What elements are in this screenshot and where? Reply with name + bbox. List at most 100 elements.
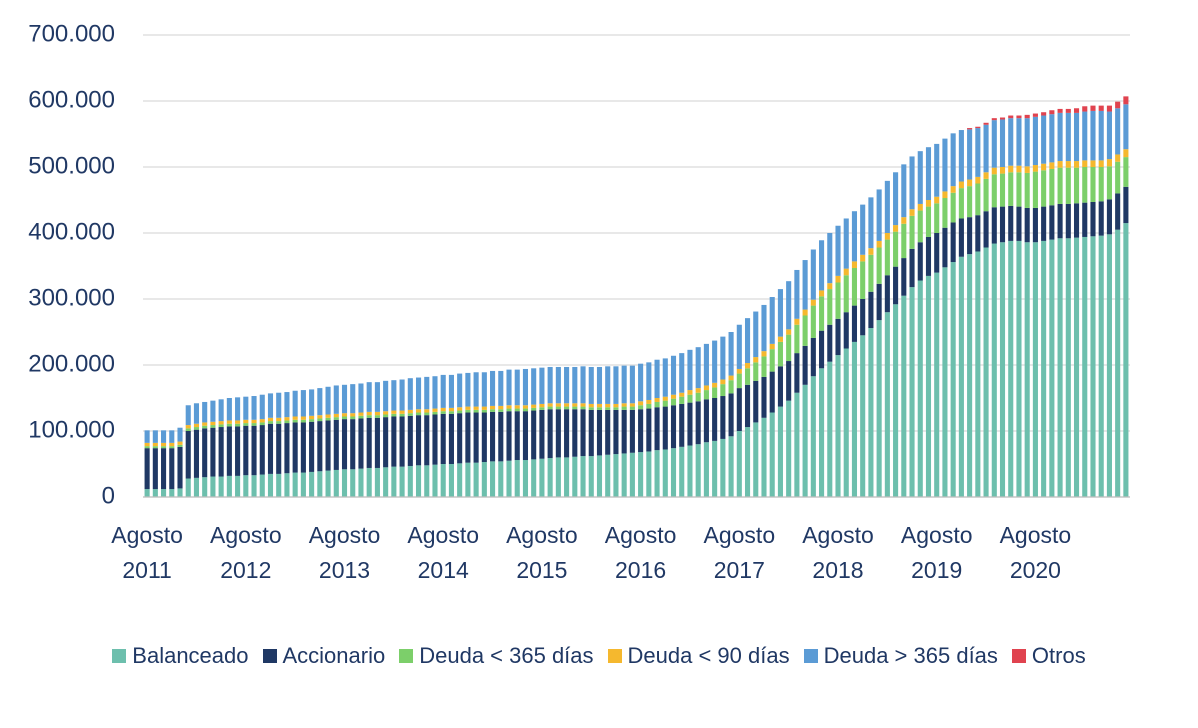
bar-segment <box>794 353 800 393</box>
bar-segment <box>292 422 298 473</box>
bar-segment <box>662 396 668 401</box>
bar-segment <box>654 401 660 408</box>
bar-segment <box>333 417 339 420</box>
bar-segment <box>596 409 603 456</box>
bar-segment <box>958 130 964 182</box>
bar-segment <box>934 233 940 273</box>
bar-segment <box>539 407 545 410</box>
bar-segment <box>679 392 685 397</box>
bar-segment <box>1090 167 1096 202</box>
bar-segment <box>991 167 997 175</box>
bar-segment <box>728 375 734 381</box>
bar-segment <box>621 409 627 454</box>
bar-segment <box>1065 238 1071 497</box>
bar-segment <box>720 384 726 397</box>
bar-segment <box>654 407 660 451</box>
bar-segment <box>950 186 956 193</box>
bar-segment <box>481 409 487 413</box>
bar-segment <box>358 412 364 416</box>
bar-segment <box>967 217 973 255</box>
bar-segment <box>810 249 816 300</box>
legend-swatch <box>607 649 622 663</box>
bar-segment <box>1098 167 1104 202</box>
bar-segment <box>670 398 677 406</box>
bar-segment <box>1106 159 1112 167</box>
bar-segment <box>424 409 430 413</box>
bar-segment <box>876 283 882 321</box>
bar-segment <box>564 409 570 458</box>
bar-segment <box>901 295 907 497</box>
bar-segment <box>843 218 849 269</box>
bar-segment <box>860 299 866 336</box>
bar-segment <box>810 299 816 306</box>
bar-segment <box>1032 165 1038 172</box>
bar-segment <box>391 413 397 417</box>
bar-segment <box>596 366 603 404</box>
bar-segment <box>654 450 660 497</box>
bar-segment <box>243 425 249 476</box>
bar-segment <box>358 415 364 419</box>
bar-segment <box>1115 108 1121 155</box>
bar-segment <box>506 405 512 409</box>
bar-segment <box>424 376 430 410</box>
bar-segment <box>161 442 167 447</box>
bar-segment <box>958 188 964 219</box>
bar-segment <box>1041 240 1047 498</box>
bar-segment <box>695 388 701 393</box>
bar-segment <box>1024 118 1030 167</box>
bar-segment <box>942 227 948 268</box>
legend-item: Deuda < 90 días <box>607 643 790 669</box>
bar-segment <box>695 392 701 402</box>
bar-segment <box>144 446 150 449</box>
bar-segment <box>736 324 742 369</box>
bar-segment <box>728 332 734 376</box>
bar-segment <box>884 275 890 313</box>
bar-segment <box>901 164 907 218</box>
bar-segment <box>498 405 504 410</box>
bar-segment <box>893 266 899 305</box>
bar-segment <box>605 403 611 408</box>
bar-segment <box>555 406 561 410</box>
bar-segment <box>1106 234 1112 497</box>
bar-segment <box>712 340 718 383</box>
bar-segment <box>366 417 372 468</box>
bar-segment <box>967 179 973 187</box>
bar-segment <box>769 343 775 350</box>
bar-segment <box>152 430 158 443</box>
bar-segment <box>761 304 767 352</box>
bar-segment <box>975 251 981 497</box>
bar-segment <box>917 210 923 243</box>
bar-segment <box>596 455 603 497</box>
bar-segment <box>1082 111 1088 161</box>
bar-segment <box>448 407 454 412</box>
bar-segment <box>860 335 866 497</box>
bar-segment <box>490 405 496 410</box>
bar-segment <box>983 172 989 179</box>
bar-segment <box>161 446 167 449</box>
bar-segment <box>374 467 380 497</box>
bar-segment <box>1106 199 1112 235</box>
bar-segment <box>621 365 627 404</box>
bar-segment <box>646 399 652 404</box>
bar-segment <box>522 460 529 497</box>
bar-segment <box>1065 112 1071 162</box>
bar-segment <box>613 409 619 455</box>
bar-segment <box>1049 168 1055 206</box>
bar-segment <box>638 401 644 406</box>
bar-segment <box>1123 223 1129 497</box>
bar-segment <box>341 416 348 420</box>
bar-segment <box>185 428 191 431</box>
bar-segment <box>1115 229 1121 497</box>
bar-segment <box>144 448 150 490</box>
bar-segment <box>1041 170 1047 207</box>
bar-segment <box>481 462 487 497</box>
bar-segment <box>1008 165 1014 173</box>
bar-segment <box>909 215 915 249</box>
y-tick-label: 0 <box>102 482 115 509</box>
bar-segment <box>407 413 413 416</box>
bar-segment <box>267 393 274 418</box>
bar-segment <box>736 431 742 497</box>
bar-segment <box>868 197 874 249</box>
bar-segment <box>687 394 693 403</box>
legend-swatch <box>803 649 818 663</box>
